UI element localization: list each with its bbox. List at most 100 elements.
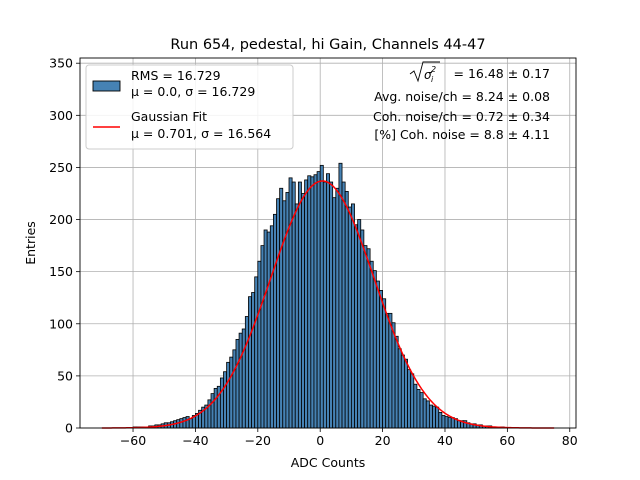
histogram-bar — [335, 187, 340, 429]
annotation-coh-noise: Coh. noise/ch = 0.72 ± 0.34 — [373, 109, 550, 124]
x-tick-label: 20 — [375, 433, 391, 448]
histogram-bar — [432, 405, 437, 429]
histogram-bar — [244, 316, 249, 429]
annotation-coh-noise-percent: [%] Coh. noise = 8.8 ± 4.11 — [374, 127, 550, 142]
histogram-bar — [185, 416, 190, 429]
histogram-bars — [132, 162, 505, 429]
histogram-bar — [269, 225, 274, 429]
histogram-bar — [288, 177, 293, 429]
histogram-bar — [229, 356, 234, 429]
y-tick-label: 300 — [49, 108, 73, 123]
gaussian-fit-line — [101, 180, 555, 429]
histogram-bar — [369, 260, 374, 429]
histogram-bar — [266, 231, 271, 429]
svg-text:2: 2 — [431, 65, 436, 74]
histogram-bar — [363, 245, 368, 429]
y-tick-label: 250 — [49, 160, 73, 175]
histogram-bar — [400, 354, 405, 429]
svg-text:i: i — [431, 75, 434, 84]
histogram-bar — [391, 322, 396, 429]
histogram-bar — [441, 415, 446, 429]
histogram-bar — [251, 292, 256, 429]
x-tick-label: 40 — [437, 433, 453, 448]
histogram-bar — [301, 193, 306, 429]
histogram-bar — [382, 298, 387, 429]
histogram-bar — [347, 206, 352, 429]
histogram-bar — [388, 312, 393, 429]
histogram-bar — [338, 162, 343, 429]
histogram-bar — [394, 335, 399, 429]
histogram-bar — [326, 173, 330, 429]
histogram-bar — [444, 416, 449, 429]
histogram-bar — [307, 175, 312, 429]
x-tick-label: 60 — [499, 433, 515, 448]
histogram-bar — [294, 203, 299, 429]
plot-frame — [79, 57, 577, 429]
histogram-bar — [413, 383, 418, 429]
histogram-bar — [257, 260, 262, 429]
noise-annotations: σ 2 i = 16.48 ± 0.17 Avg. noise/ch = 8.2… — [373, 61, 550, 142]
y-tick-label: 350 — [49, 56, 73, 71]
histogram-bar — [416, 389, 421, 429]
legend-fit-label: Gaussian Fit — [131, 109, 207, 124]
x-tick-label: −40 — [182, 433, 208, 448]
histogram-bar — [385, 312, 390, 429]
annotation-avg-noise: Avg. noise/ch = 8.24 ± 0.08 — [374, 89, 550, 104]
legend-fit-stats: μ = 0.701, σ = 16.564 — [131, 126, 271, 141]
histogram-bar — [254, 276, 259, 429]
histogram-bar — [238, 332, 243, 429]
histogram-bar — [223, 371, 228, 429]
histogram-bar — [360, 229, 365, 429]
x-axis-label: ADC Counts — [291, 455, 366, 470]
x-tick-label: 80 — [562, 433, 578, 448]
annotation-total-noise: = 16.48 ± 0.17 — [454, 66, 550, 81]
histogram-bar — [316, 171, 321, 429]
legend: RMS = 16.729 μ = 0.0, σ = 16.729 Gaussia… — [85, 64, 294, 150]
x-tick-label: 0 — [316, 433, 324, 448]
histogram-bar — [304, 179, 309, 429]
x-tick-label: −60 — [120, 433, 146, 448]
y-tick-label: 200 — [49, 212, 73, 227]
y-tick-label: 100 — [49, 316, 73, 331]
histogram-bar — [354, 224, 359, 429]
histogram-bar — [419, 392, 424, 429]
x-tick-label: −20 — [245, 433, 271, 448]
legend-histogram-swatch — [92, 80, 121, 92]
histogram-bar — [297, 181, 302, 429]
histogram-bar — [404, 358, 408, 429]
histogram-bar — [279, 187, 284, 429]
histogram-bar — [425, 400, 430, 429]
histogram-bar — [188, 418, 193, 429]
sqrt-sigma-symbol: σ 2 i — [409, 61, 440, 84]
y-tick-label: 150 — [49, 264, 73, 279]
histogram-bar — [273, 213, 277, 429]
histogram-bar — [329, 181, 334, 429]
histogram-bar — [350, 203, 355, 429]
legend-box — [85, 64, 294, 150]
legend-histogram-label: RMS = 16.729 — [131, 68, 221, 83]
histogram-bar — [322, 181, 327, 429]
histogram-bar — [366, 248, 371, 429]
histogram-bar — [232, 349, 237, 429]
histogram-bar — [407, 369, 412, 429]
histogram-bar — [379, 290, 383, 429]
y-tick-label: 50 — [57, 368, 73, 383]
histogram-bar — [179, 418, 184, 429]
histogram-bar — [447, 417, 452, 429]
legend-histogram-stats: μ = 0.0, σ = 16.729 — [131, 84, 255, 99]
histogram-bar — [428, 404, 433, 429]
histogram-bar — [422, 398, 427, 429]
histogram-bar — [213, 387, 218, 429]
histogram-bar — [313, 174, 318, 429]
histogram-bar — [372, 270, 377, 429]
histogram-bar — [276, 198, 281, 429]
histogram-bar — [260, 245, 265, 429]
histogram-bar — [397, 348, 402, 429]
histogram-bar — [332, 197, 337, 429]
histogram-bar — [344, 191, 349, 429]
histogram-bar — [410, 373, 415, 429]
histogram-bar — [457, 420, 461, 429]
histogram-bar — [219, 377, 224, 429]
histogram-bar — [263, 229, 268, 429]
